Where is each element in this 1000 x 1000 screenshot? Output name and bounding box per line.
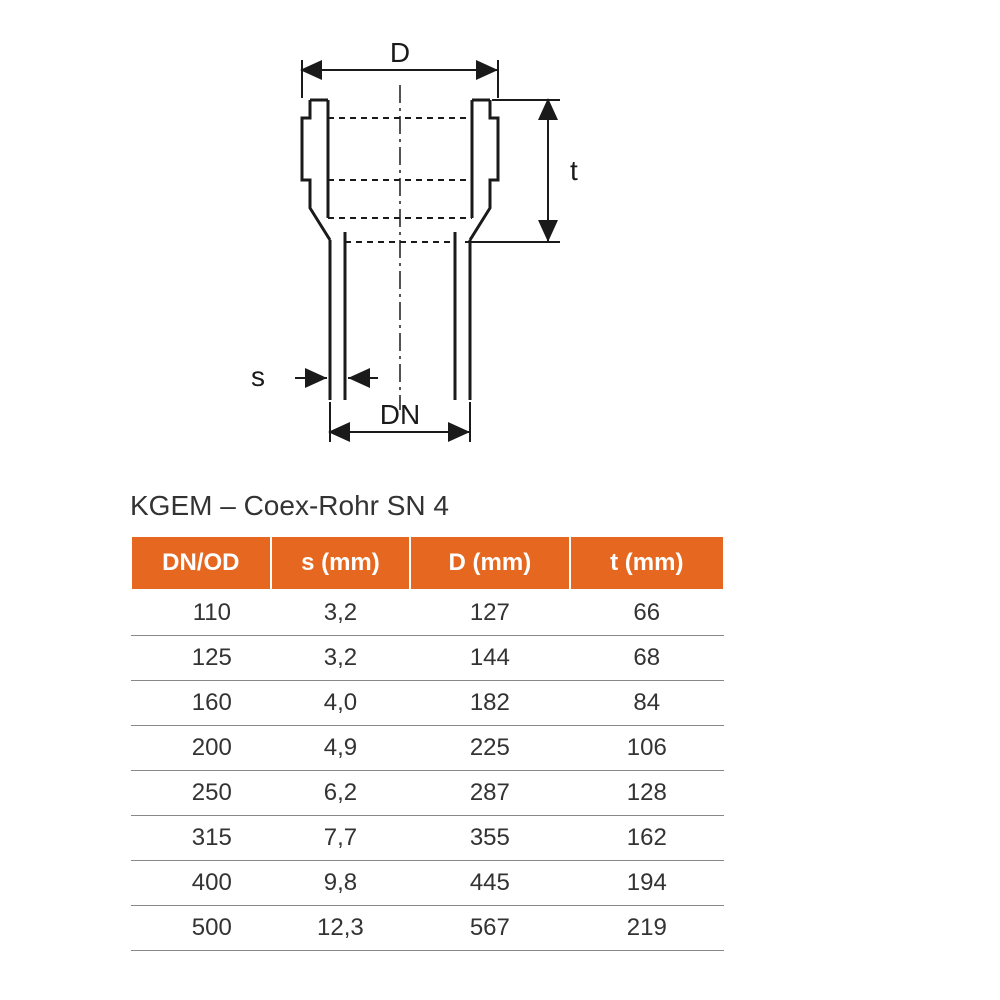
table-cell: 127 bbox=[410, 590, 569, 636]
table-cell: 355 bbox=[410, 816, 569, 861]
dim-label-dn: DN bbox=[380, 399, 420, 430]
table-cell: 12,3 bbox=[271, 906, 411, 951]
table-row: 50012,3567219 bbox=[131, 906, 724, 951]
col-header-d: D (mm) bbox=[410, 536, 569, 590]
col-header-dn: DN/OD bbox=[131, 536, 271, 590]
table-cell: 250 bbox=[131, 771, 271, 816]
table-cell: 84 bbox=[570, 681, 724, 726]
table-cell: 4,9 bbox=[271, 726, 411, 771]
table-row: 2004,9225106 bbox=[131, 726, 724, 771]
table-cell: 128 bbox=[570, 771, 724, 816]
spec-table: DN/OD s (mm) D (mm) t (mm) 1103,21276612… bbox=[130, 535, 725, 951]
table-row: 1103,212766 bbox=[131, 590, 724, 636]
col-header-t: t (mm) bbox=[570, 536, 724, 590]
table-cell: 194 bbox=[570, 861, 724, 906]
table-cell: 162 bbox=[570, 816, 724, 861]
table-cell: 4,0 bbox=[271, 681, 411, 726]
table-cell: 106 bbox=[570, 726, 724, 771]
table-cell: 315 bbox=[131, 816, 271, 861]
table-cell: 3,2 bbox=[271, 636, 411, 681]
table-cell: 68 bbox=[570, 636, 724, 681]
table-row: 1604,018284 bbox=[131, 681, 724, 726]
table-cell: 400 bbox=[131, 861, 271, 906]
table-cell: 3,2 bbox=[271, 590, 411, 636]
table-cell: 7,7 bbox=[271, 816, 411, 861]
table-cell: 225 bbox=[410, 726, 569, 771]
table-cell: 160 bbox=[131, 681, 271, 726]
table-cell: 500 bbox=[131, 906, 271, 951]
table-cell: 182 bbox=[410, 681, 569, 726]
table-row: 4009,8445194 bbox=[131, 861, 724, 906]
table-cell: 287 bbox=[410, 771, 569, 816]
table-cell: 567 bbox=[410, 906, 569, 951]
pipe-cross-section-diagram: D t s DN bbox=[200, 40, 630, 460]
table-cell: 66 bbox=[570, 590, 724, 636]
table-cell: 445 bbox=[410, 861, 569, 906]
table-cell: 219 bbox=[570, 906, 724, 951]
dim-label-s: s bbox=[251, 361, 265, 392]
table-cell: 125 bbox=[131, 636, 271, 681]
table-title: KGEM – Coex-Rohr SN 4 bbox=[130, 490, 449, 522]
dim-label-d: D bbox=[390, 40, 410, 68]
col-header-s: s (mm) bbox=[271, 536, 411, 590]
table-header-row: DN/OD s (mm) D (mm) t (mm) bbox=[131, 536, 724, 590]
table-cell: 9,8 bbox=[271, 861, 411, 906]
table-cell: 144 bbox=[410, 636, 569, 681]
table-cell: 110 bbox=[131, 590, 271, 636]
table-row: 3157,7355162 bbox=[131, 816, 724, 861]
table-row: 1253,214468 bbox=[131, 636, 724, 681]
dim-label-t: t bbox=[570, 155, 578, 186]
table-cell: 6,2 bbox=[271, 771, 411, 816]
table-row: 2506,2287128 bbox=[131, 771, 724, 816]
table-cell: 200 bbox=[131, 726, 271, 771]
